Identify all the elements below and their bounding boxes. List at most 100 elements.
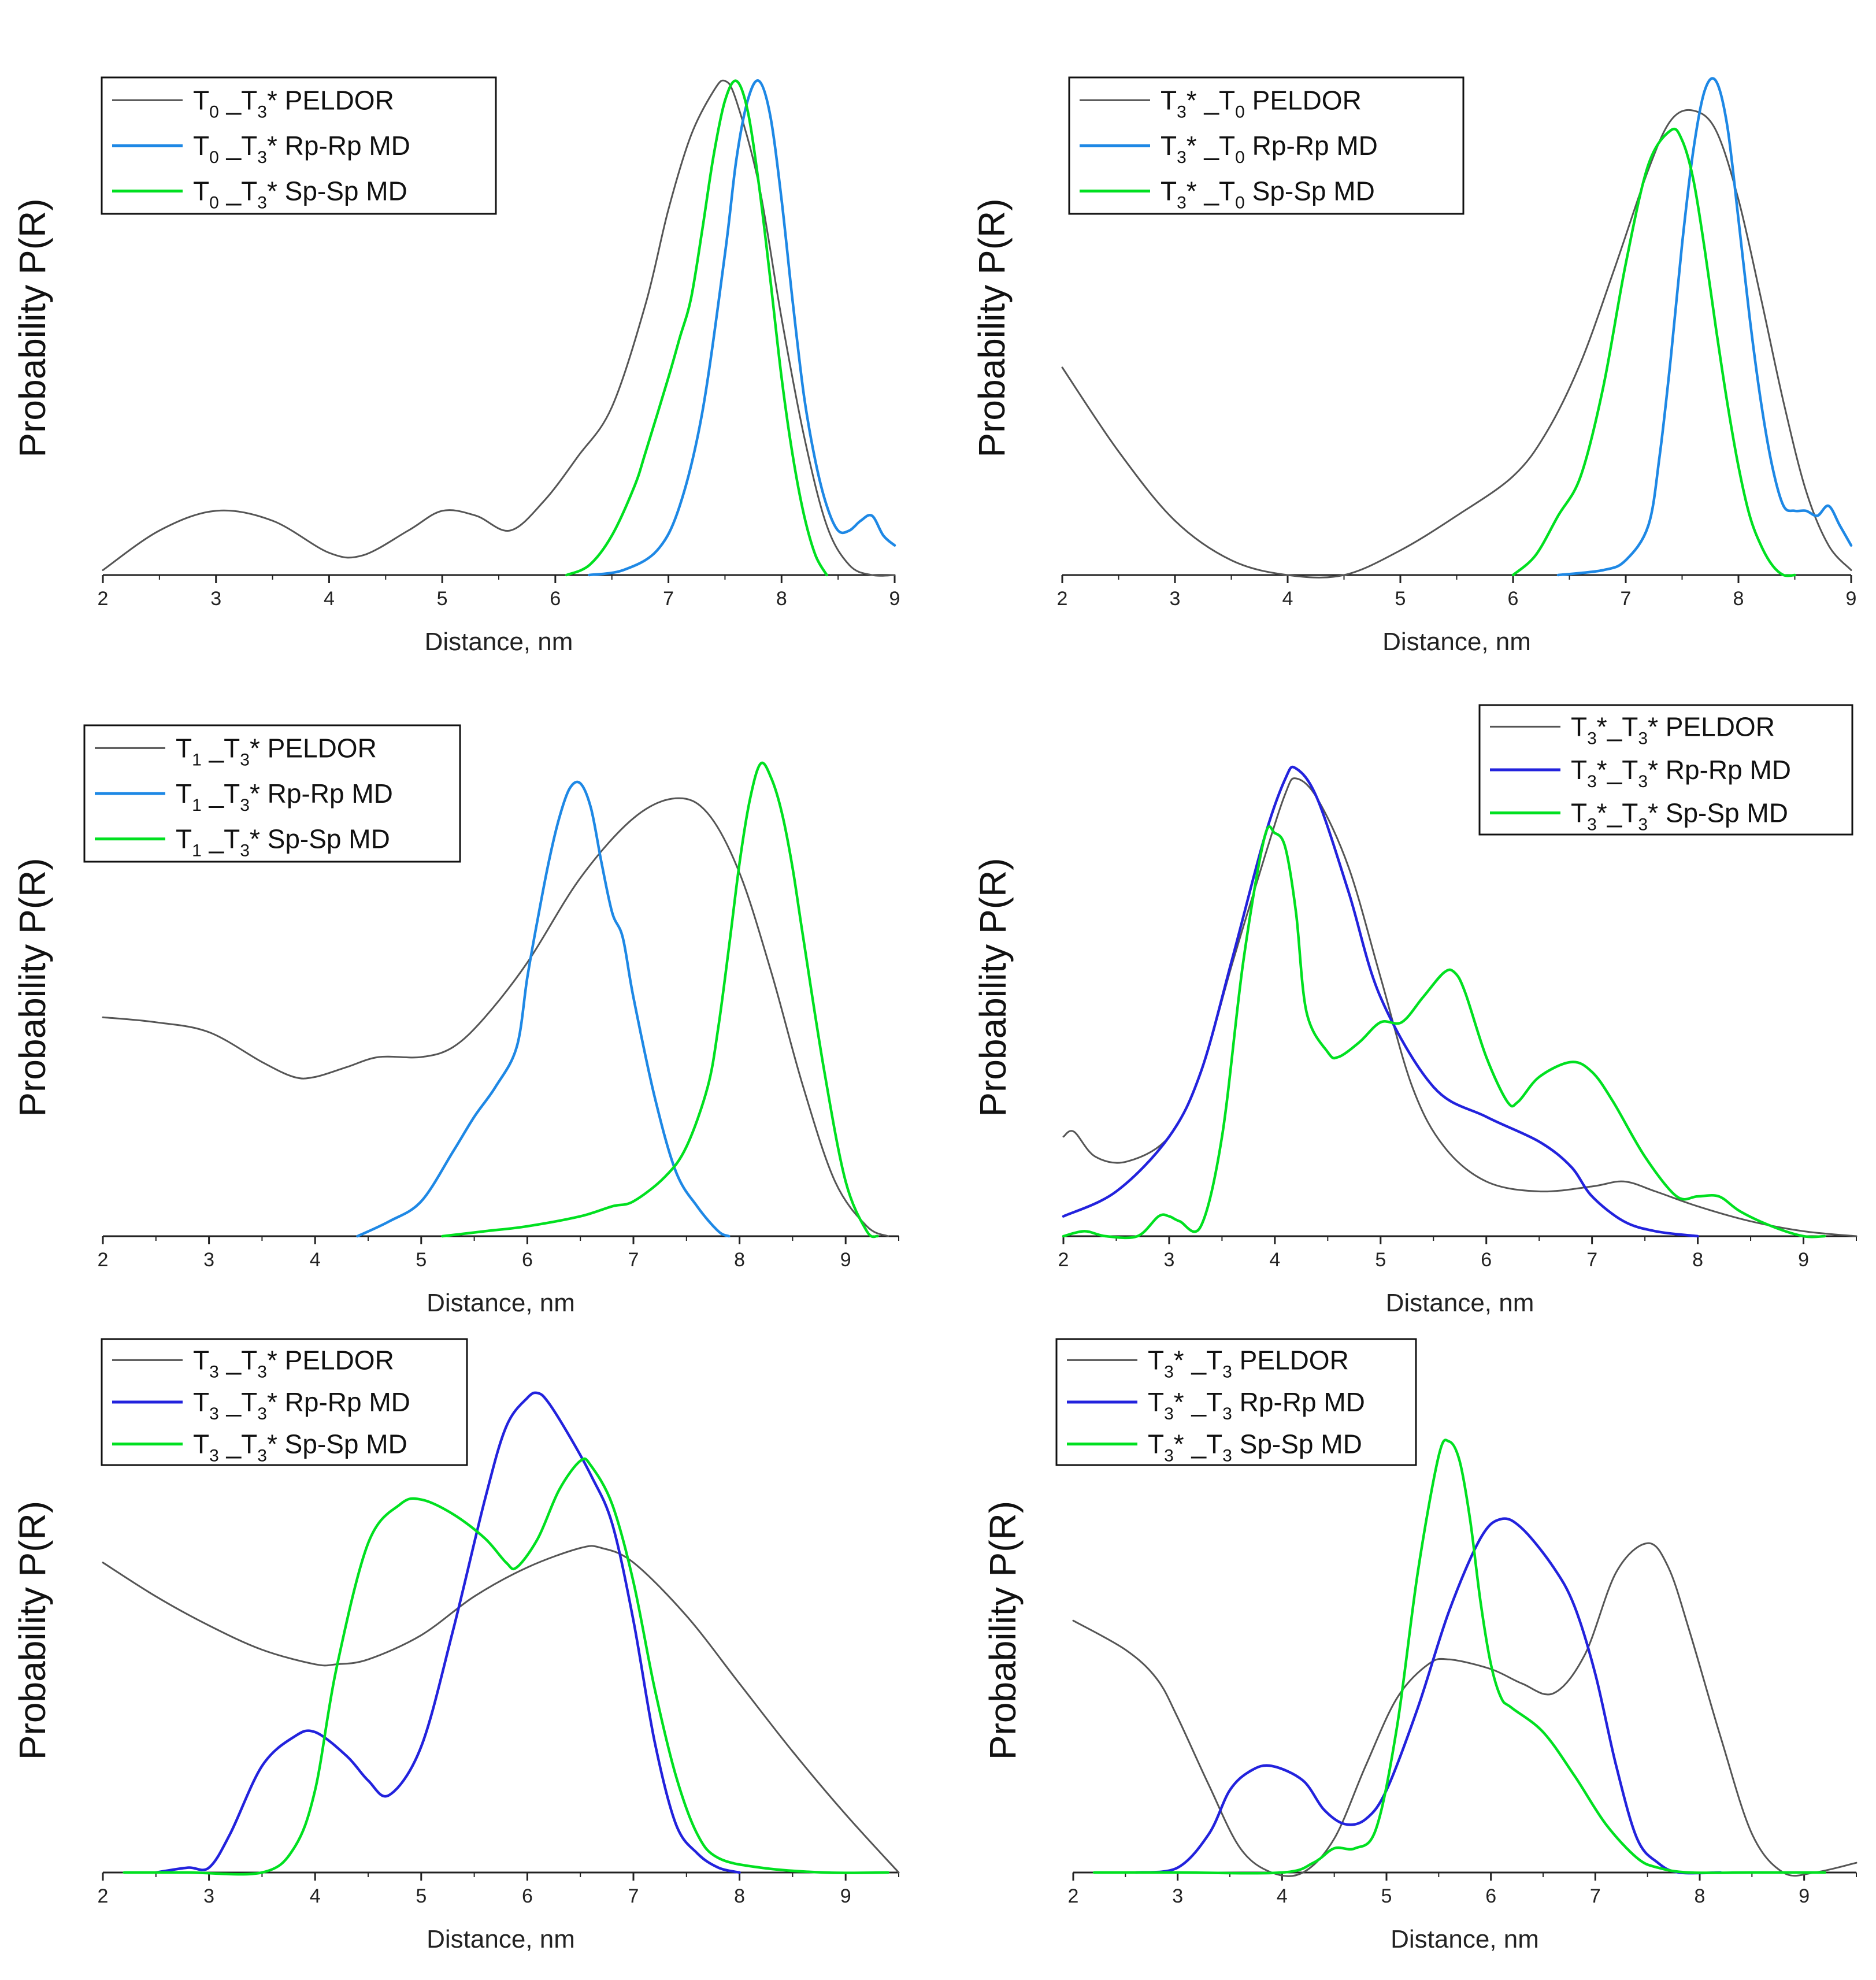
legend-label-part: Rp-Rp MD bbox=[1232, 1387, 1365, 1417]
legend-label: T3 _T3* PELDOR bbox=[193, 1345, 394, 1381]
legend-label-part: 3 bbox=[1164, 1362, 1174, 1381]
legend-label: T3 _T3* Sp-Sp MD bbox=[193, 1429, 407, 1466]
legend-label-part: _T bbox=[202, 733, 240, 763]
legend-label-part: 3 bbox=[1177, 102, 1187, 121]
x-tick-label: 9 bbox=[889, 588, 900, 610]
legend-label-part: T bbox=[1571, 798, 1587, 828]
legend-label-part: 1 bbox=[192, 796, 202, 815]
series-line-2 bbox=[588, 79, 896, 577]
legend-label: T3* _T3 Rp-Rp MD bbox=[1148, 1387, 1365, 1423]
legend-label-part: 3 bbox=[1587, 772, 1597, 791]
x-tick-label: 3 bbox=[203, 1249, 214, 1271]
legend-label-part: 3 bbox=[257, 1362, 267, 1381]
legend-label-part: Sp-Sp MD bbox=[1245, 176, 1375, 206]
x-tick-label: 4 bbox=[310, 1885, 321, 1907]
legend-label-part: * Rp-Rp MD bbox=[1648, 755, 1791, 785]
legend-label-part: T bbox=[1161, 131, 1177, 161]
legend-label-part: T bbox=[193, 131, 209, 161]
x-tick-label: 6 bbox=[522, 1249, 533, 1271]
x-tick-label: 9 bbox=[840, 1249, 851, 1271]
series-line-2 bbox=[1062, 765, 1699, 1238]
x-tick-label: 3 bbox=[210, 588, 221, 610]
y-axis-title: Probability P(R) bbox=[971, 198, 1013, 457]
x-tick-label: 3 bbox=[1172, 1885, 1183, 1907]
x-tick-label: 4 bbox=[1277, 1885, 1288, 1907]
legend-label-part: * Sp-Sp MD bbox=[250, 824, 390, 854]
legend-label-part: * _T bbox=[1187, 131, 1235, 161]
legend-label-part: 3 bbox=[1638, 815, 1648, 835]
x-tick-label: 5 bbox=[437, 588, 448, 610]
x-tick-label: 8 bbox=[1733, 588, 1744, 610]
legend-label-part: 3 bbox=[257, 1447, 267, 1466]
x-tick-label: 8 bbox=[776, 588, 787, 610]
x-tick-label: 2 bbox=[98, 588, 109, 610]
x-tick-label: 6 bbox=[1485, 1885, 1496, 1907]
legend-label-part: T bbox=[193, 85, 209, 115]
legend-label-part: 3 bbox=[1177, 148, 1187, 167]
legend-label-part: 3 bbox=[1177, 194, 1187, 213]
legend-label: T3* _T3 Sp-Sp MD bbox=[1148, 1429, 1362, 1466]
legend-label-part: PELDOR bbox=[1232, 1345, 1349, 1375]
legend-label-part: 0 bbox=[209, 148, 219, 167]
x-tick-label: 8 bbox=[734, 1885, 745, 1907]
x-tick-label: 8 bbox=[1692, 1249, 1703, 1271]
legend-label-part: T bbox=[1571, 755, 1587, 785]
x-tick-label: 3 bbox=[203, 1885, 214, 1907]
legend-label-part: T bbox=[1148, 1345, 1164, 1375]
legend-label-part: 3 bbox=[1638, 729, 1648, 748]
legend-label-part: * _T bbox=[1174, 1387, 1222, 1417]
legend-label-part: * PELDOR bbox=[267, 1345, 394, 1375]
legend-label-part: 0 bbox=[1235, 194, 1245, 213]
series-line-3 bbox=[565, 79, 828, 577]
legend-label-part: _T bbox=[219, 1387, 257, 1417]
legend-label: T3*_T3* Rp-Rp MD bbox=[1571, 755, 1791, 791]
legend-label-part: _T bbox=[219, 1429, 257, 1459]
legend-label-part: * _T bbox=[1174, 1345, 1222, 1375]
legend-label: T3* _T0 PELDOR bbox=[1161, 85, 1362, 121]
x-tick-label: 7 bbox=[628, 1249, 639, 1271]
x-tick-label: 7 bbox=[628, 1885, 639, 1907]
x-tick-label: 9 bbox=[1798, 1249, 1809, 1271]
legend-label-part: T bbox=[1161, 85, 1177, 115]
legend-label-part: _T bbox=[219, 131, 257, 161]
legend-label-part: *_T bbox=[1597, 711, 1638, 741]
legend-label-part: _T bbox=[219, 176, 257, 206]
x-tick-label: 5 bbox=[1395, 588, 1406, 610]
y-axis-title: Probability P(R) bbox=[12, 858, 53, 1117]
legend-label: T3* _T0 Rp-Rp MD bbox=[1161, 131, 1378, 167]
legend-label-part: * _T bbox=[1187, 85, 1235, 115]
x-tick-label: 6 bbox=[1508, 588, 1519, 610]
y-axis-title: Probability P(R) bbox=[12, 1501, 53, 1760]
legend-label-part: PELDOR bbox=[1245, 85, 1362, 115]
legend-label-part: 3 bbox=[240, 750, 250, 769]
legend-label-part: 3 bbox=[1222, 1404, 1232, 1423]
legend-label-part: * _T bbox=[1187, 176, 1235, 206]
legend-label-part: * Rp-Rp MD bbox=[267, 131, 410, 161]
x-tick-label: 9 bbox=[1846, 588, 1857, 610]
legend-label-part: 3 bbox=[1222, 1362, 1232, 1381]
x-tick-label: 7 bbox=[663, 588, 674, 610]
x-tick-label: 8 bbox=[734, 1249, 745, 1271]
x-axis-title: Distance, nm bbox=[425, 628, 573, 656]
legend-label-part: 3 bbox=[257, 148, 267, 167]
legend-label: T3 _T3* Rp-Rp MD bbox=[193, 1387, 410, 1423]
legend-label-part: 1 bbox=[192, 841, 202, 861]
legend-label-part: * Rp-Rp MD bbox=[250, 778, 393, 809]
series-line-1 bbox=[1062, 777, 1858, 1237]
legend-label-part: 3 bbox=[257, 1404, 267, 1423]
x-axis-title: Distance, nm bbox=[427, 1925, 575, 1953]
legend-label-part: 0 bbox=[209, 102, 219, 121]
x-axis-title: Distance, nm bbox=[427, 1289, 575, 1317]
legend-label-part: 0 bbox=[1235, 102, 1245, 121]
legend-label-part: Sp-Sp MD bbox=[1232, 1429, 1362, 1459]
legend-label-part: * Sp-Sp MD bbox=[1648, 798, 1788, 828]
legend-label: T3*_T3* Sp-Sp MD bbox=[1571, 798, 1788, 835]
x-tick-label: 4 bbox=[1282, 588, 1293, 610]
series-line-1 bbox=[1061, 109, 1852, 579]
legend-label-part: T bbox=[193, 1429, 209, 1459]
legend-label-part: T bbox=[176, 733, 192, 763]
